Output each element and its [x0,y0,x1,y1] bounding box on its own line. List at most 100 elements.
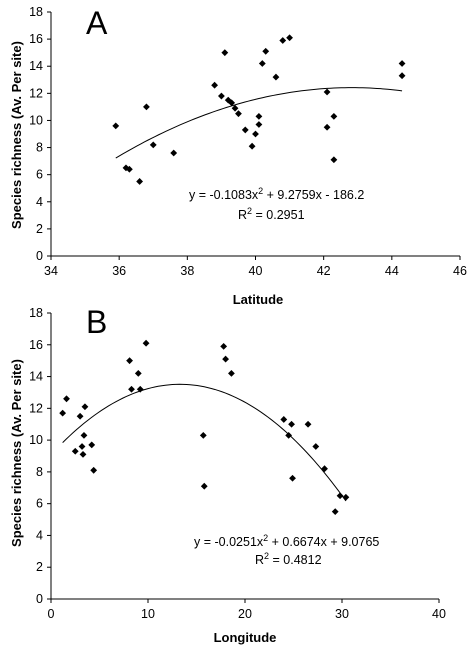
panel-a-data-point [231,104,239,112]
panel-b-x-tick-label: 0 [48,607,55,621]
panel-a-data-point [221,49,229,57]
panel-a-equation: y = -0.1083x2 + 9.2759x - 186.2 [189,186,364,202]
panel-a-y-tick-label: 6 [36,168,43,182]
panel-b-data-point [134,369,142,377]
panel-a-data-point [272,73,280,81]
panel-b-r-squared: R2 = 0.4812 [255,551,322,567]
panel-a-y-tick-label: 4 [36,195,43,209]
panel-a-y-tick-label: 8 [36,141,43,155]
panel-a-trendline [115,87,403,159]
panel-b-y-tick-label: 2 [36,560,43,574]
panel-a-y-tick-label: 18 [29,5,43,19]
panel-a-data-point [330,156,338,164]
panel-b-y-tick-label: 4 [36,528,43,542]
panel-b-data-point [76,412,84,420]
panel-a-data-point [255,112,263,120]
panel-b-y-tick-label: 8 [36,465,43,479]
panel-b-y-tick-label: 10 [29,433,43,447]
panel-a-data-point [258,60,266,67]
panel-b-data-point [331,508,339,516]
panel-a-data-point [241,126,249,134]
panel-a-x-axis-label: Latitude [233,292,284,307]
panel-b-y-tick-label: 0 [36,592,43,606]
panel-b-x-tick-label: 40 [432,607,446,621]
panel-b-y-tick-label: 12 [29,401,43,415]
panel-a-data-point [330,112,338,120]
panel-a-data-point [323,123,331,131]
panel-a-data-point [398,60,406,67]
panel-a-data-point [248,142,256,150]
panel-a-y-tick-label: 2 [36,222,43,236]
panel-a-y-tick-label: 0 [36,249,43,263]
panel-a-x-tick-label: 38 [180,264,194,278]
panel-b-x-tick-label: 20 [238,607,252,621]
panel-b-data-point [63,395,70,403]
panel-a-data-point [122,164,130,172]
panel-a-data-point [112,122,120,130]
panel-b-data-point [80,431,88,439]
panel-a-data-point [235,110,242,118]
panel-b-data-point [289,474,296,482]
panel-b-x-tick-label: 10 [141,607,155,621]
panel-a-y-tick-label: 12 [29,86,43,100]
panel-a-data-point [218,92,225,100]
panel-a-y-axis-label: Species richness (Av. Per site) [9,41,24,229]
panel-b-y-ticks: 0 2 4 6 8 10 12 14 16 18 [29,306,51,606]
panel-a-x-ticks: 34 36 38 40 42 44 46 [44,256,467,278]
panel-b-data-point [312,443,320,450]
panel-a-x-tick-label: 46 [453,264,467,278]
panel-a-x-tick-label: 36 [112,264,126,278]
panel-b-data-point [321,465,328,473]
panel-b-data-point [71,447,79,455]
panel-a-axes [50,12,460,257]
panel-b-equation: y = -0.0251x2 + 0.6674x + 9.0765 [194,533,379,549]
panel-b-data-point [88,441,96,449]
panel-b-data-point [304,420,312,428]
panel-b-data-point [288,420,295,428]
panel-b-data-point [128,385,135,393]
panel-b-data-point [285,431,293,439]
panel-a-label: A [86,5,108,41]
panel-a-y-tick-label: 16 [29,32,43,46]
panel-b-y-axis-label: Species richness (Av. Per site) [9,359,24,547]
panel-b-data-point [342,493,350,501]
panel-a-data-point [252,130,259,138]
panel-b-label: B [86,304,107,340]
panel-a-data-point [143,103,150,111]
panel-a-data-point [262,47,270,55]
panel-b-data-point [59,409,67,417]
panel-b-data-point [222,355,229,363]
panel-b-axes [50,313,439,600]
panel-a-points [112,34,406,185]
panel-a-data-point [125,165,133,173]
panel-a-r-squared: R2 = 0.2951 [238,206,305,222]
panel-b-data-point [136,385,144,393]
panel-a-data-point [255,121,263,128]
panel-b-data-point [126,357,133,365]
panel-a-data-point [136,178,144,185]
panel-b-y-tick-label: 16 [29,338,43,352]
panel-a-y-tick-label: 14 [29,59,43,73]
panel-b-data-point [142,339,150,347]
panel-a-x-tick-label: 40 [249,264,263,278]
panel-b-data-point [90,466,98,474]
panel-a-data-point [286,34,293,42]
panel-b-data-point [280,416,288,423]
panel-b-data-point [200,482,208,490]
panel-b-y-tick-label: 14 [29,370,43,384]
panel-b-data-point [199,431,207,439]
panel-b-trendline [62,383,347,502]
panel-b-data-point [228,369,235,377]
panel-b-y-tick-label: 6 [36,497,43,511]
panel-a-data-point [279,37,287,44]
panel-a-x-tick-label: 34 [44,264,58,278]
panel-b-points [59,339,350,516]
chart-panel-b: B 0 2 4 6 8 10 12 14 16 18 0 10 20 30 40 y = -0.0251x… [9,304,446,645]
panel-b-y-tick-label: 18 [29,306,43,320]
panel-b-x-tick-label: 30 [335,607,349,621]
panel-a-data-point [211,81,218,89]
panel-a-data-point [398,72,406,80]
